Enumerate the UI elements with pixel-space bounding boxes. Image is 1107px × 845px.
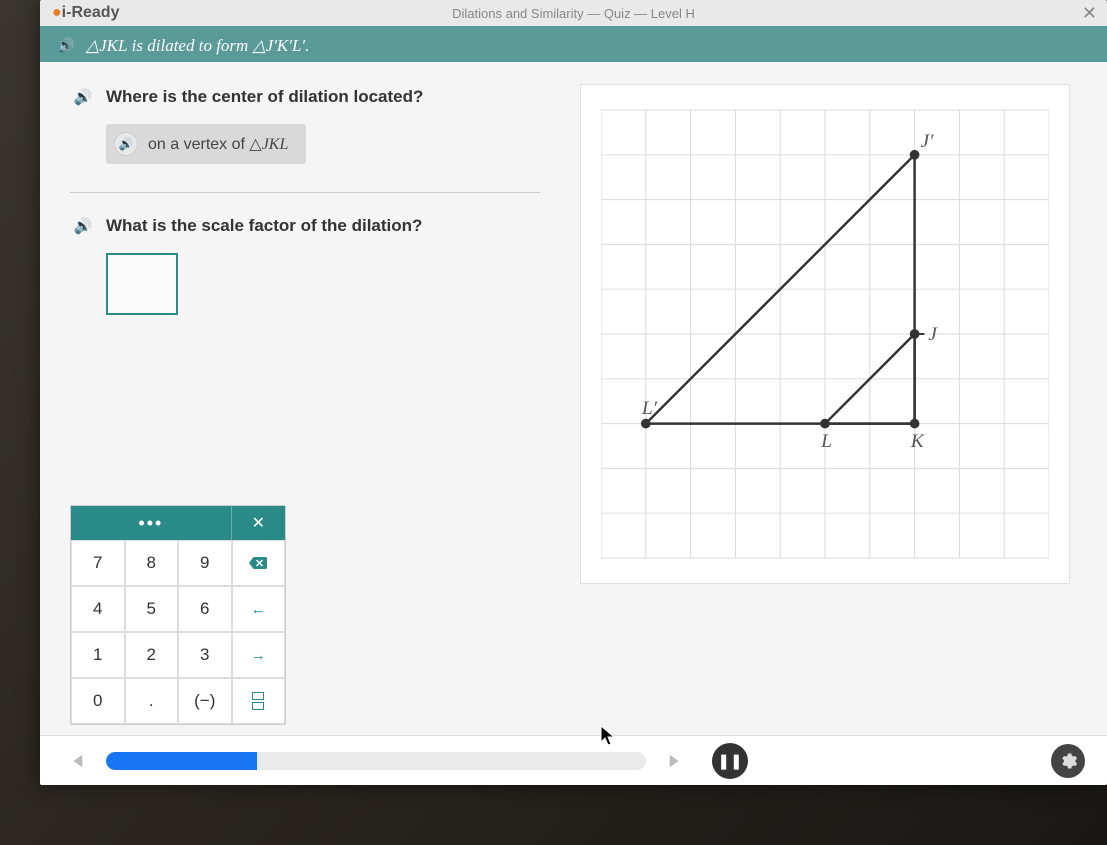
context-bar: 🔊 △JKL is dilated to form △J′K′L′. — [40, 26, 1107, 66]
progress-fill — [106, 752, 257, 770]
next-button[interactable] — [662, 747, 690, 775]
keypad-header: ••• ✕ — [71, 506, 285, 540]
app-window: ●i-Ready Dilations and Similarity — Quiz… — [40, 0, 1107, 785]
question-2-text: What is the scale factor of the dilation… — [106, 216, 422, 236]
svg-text:J′: J′ — [920, 131, 934, 152]
key-1[interactable]: 1 — [71, 632, 125, 678]
svg-text:L′: L′ — [640, 398, 657, 419]
key-8[interactable]: 8 — [125, 540, 179, 586]
keypad: ••• ✕ 789 456← 123→ 0.(−) — [70, 505, 286, 725]
keypad-close-button[interactable]: ✕ — [232, 506, 285, 540]
speaker-icon[interactable]: 🔊 — [114, 132, 138, 156]
figure-column: L′ J′ L K J — [560, 84, 1089, 725]
key-6[interactable]: 6 — [178, 586, 232, 632]
coordinate-grid: L′ J′ L K J — [601, 105, 1049, 563]
speaker-icon[interactable]: 🔊 — [70, 213, 96, 239]
brand-logo: ●i-Ready — [52, 4, 119, 22]
question-1: 🔊 Where is the center of dilation locate… — [70, 84, 540, 164]
key-2[interactable]: 2 — [125, 632, 179, 678]
divider — [70, 192, 540, 193]
footer-bar: ❚❚ — [40, 735, 1107, 785]
context-statement: △JKL is dilated to form △J′K′L′. — [86, 36, 309, 56]
answer-text: on a vertex of △JKL — [148, 134, 288, 154]
key-.[interactable]: . — [125, 678, 179, 724]
svg-text:K: K — [909, 431, 924, 452]
lesson-title: Dilations and Similarity — Quiz — Level … — [452, 6, 695, 21]
content-area: 🔊 Where is the center of dilation locate… — [40, 62, 1107, 735]
key-⌫[interactable] — [232, 540, 286, 586]
photo-background: ●i-Ready Dilations and Similarity — Quiz… — [0, 0, 1107, 845]
question-2: 🔊 What is the scale factor of the dilati… — [70, 213, 540, 315]
key-3[interactable]: 3 — [178, 632, 232, 678]
key-7[interactable]: 7 — [71, 540, 125, 586]
key-9[interactable]: 9 — [178, 540, 232, 586]
key-→[interactable]: → — [232, 632, 286, 678]
key-4[interactable]: 4 — [71, 586, 125, 632]
key-←[interactable]: ← — [232, 586, 286, 632]
key-5[interactable]: 5 — [125, 586, 179, 632]
key-(−)[interactable]: (−) — [178, 678, 232, 724]
scale-factor-input[interactable] — [106, 253, 178, 315]
speaker-icon[interactable]: 🔊 — [56, 36, 76, 56]
pause-button[interactable]: ❚❚ — [712, 743, 748, 779]
key-frac[interactable] — [232, 678, 286, 724]
close-icon[interactable]: ✕ — [1082, 3, 1097, 24]
gear-icon — [1058, 751, 1078, 771]
graph-panel: L′ J′ L K J — [580, 84, 1070, 584]
title-bar: ●i-Ready Dilations and Similarity — Quiz… — [40, 0, 1107, 26]
svg-text:L: L — [820, 431, 832, 452]
speaker-icon[interactable]: 🔊 — [70, 84, 96, 110]
key-0[interactable]: 0 — [71, 678, 125, 724]
prev-button[interactable] — [62, 747, 90, 775]
question-1-answer[interactable]: 🔊 on a vertex of △JKL — [106, 124, 306, 164]
settings-button[interactable] — [1051, 744, 1085, 778]
keypad-more-button[interactable]: ••• — [71, 506, 232, 540]
question-1-text: Where is the center of dilation located? — [106, 87, 423, 107]
svg-text:J: J — [928, 324, 938, 345]
progress-bar — [106, 752, 646, 770]
question-column: 🔊 Where is the center of dilation locate… — [70, 84, 540, 725]
brand-text: i-Ready — [62, 4, 120, 21]
